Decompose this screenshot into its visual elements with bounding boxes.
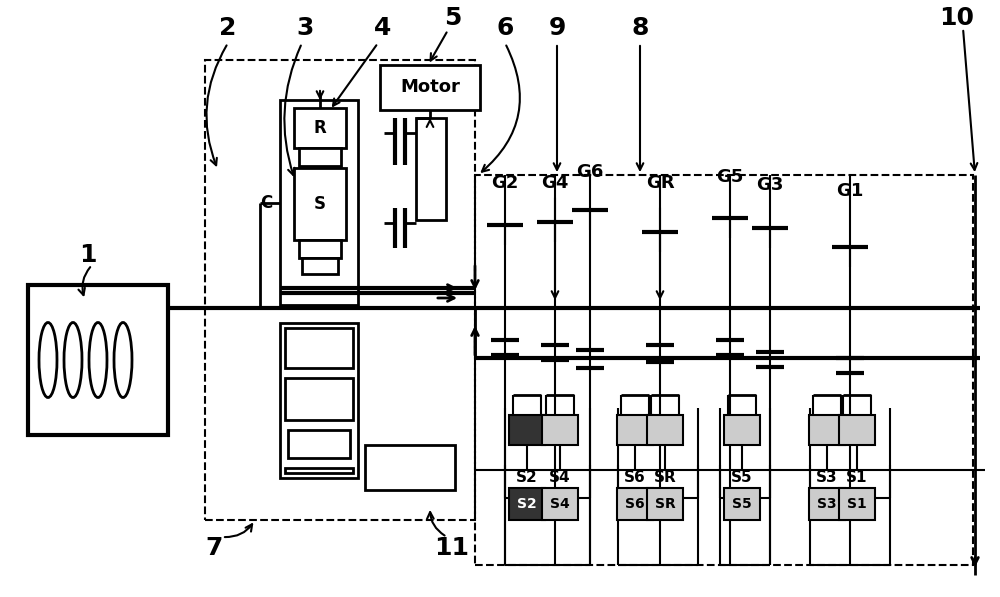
Text: 3: 3 (296, 16, 314, 40)
Bar (647, 415, 683, 445)
Bar (724, 415, 760, 445)
Text: 6: 6 (496, 16, 514, 40)
Text: G3: G3 (756, 176, 784, 194)
Text: S3: S3 (817, 497, 837, 511)
Text: G1: G1 (836, 182, 864, 200)
Bar (809, 488, 845, 520)
Bar (288, 430, 350, 458)
Text: S4: S4 (549, 470, 571, 485)
Bar (280, 100, 358, 305)
Text: G6: G6 (576, 163, 604, 181)
Bar (542, 488, 578, 520)
Text: Motor: Motor (400, 78, 460, 97)
Text: S6: S6 (624, 470, 646, 485)
Bar (416, 118, 446, 220)
Bar (285, 468, 353, 473)
Bar (542, 415, 578, 445)
Bar (724, 488, 760, 520)
Bar (285, 328, 353, 368)
Text: S2: S2 (517, 497, 537, 511)
Text: S1: S1 (846, 470, 868, 485)
Bar (475, 175, 973, 565)
Bar (294, 168, 346, 240)
Bar (809, 415, 845, 445)
Bar (365, 445, 455, 490)
Bar (280, 323, 358, 478)
Bar (509, 415, 545, 445)
Bar (302, 258, 338, 274)
Text: 2: 2 (219, 16, 237, 40)
Text: S1: S1 (847, 497, 867, 511)
Text: 9: 9 (548, 16, 566, 40)
Text: 1: 1 (79, 243, 97, 267)
Text: S5: S5 (731, 470, 753, 485)
Bar (299, 240, 341, 258)
Bar (839, 415, 875, 445)
Bar (839, 488, 875, 520)
Bar (617, 488, 653, 520)
Bar (294, 108, 346, 148)
Ellipse shape (89, 322, 107, 398)
Text: S4: S4 (550, 497, 570, 511)
Text: GR: GR (646, 174, 674, 192)
Bar (509, 488, 545, 520)
Bar (285, 378, 353, 420)
Text: 5: 5 (444, 6, 462, 30)
Bar (299, 148, 341, 166)
Text: G5: G5 (716, 168, 744, 186)
Ellipse shape (114, 322, 132, 398)
Text: SR: SR (655, 497, 675, 511)
Text: R: R (314, 119, 326, 137)
Text: 7: 7 (205, 536, 223, 560)
Ellipse shape (39, 322, 57, 398)
Bar (205, 60, 475, 520)
Text: C: C (260, 193, 272, 211)
Text: S5: S5 (732, 497, 752, 511)
Text: G4: G4 (541, 174, 569, 192)
Text: S2: S2 (516, 470, 538, 485)
Bar (380, 65, 480, 110)
Bar (617, 415, 653, 445)
Text: G2: G2 (491, 174, 519, 192)
Text: S3: S3 (816, 470, 838, 485)
Text: 10: 10 (940, 6, 974, 30)
Ellipse shape (64, 322, 82, 398)
Text: 11: 11 (434, 536, 470, 560)
Text: S: S (314, 195, 326, 213)
Text: 8: 8 (631, 16, 649, 40)
Bar (28, 285, 168, 435)
Text: SR: SR (654, 470, 676, 485)
Text: 4: 4 (374, 16, 392, 40)
Bar (647, 488, 683, 520)
Text: S6: S6 (625, 497, 645, 511)
